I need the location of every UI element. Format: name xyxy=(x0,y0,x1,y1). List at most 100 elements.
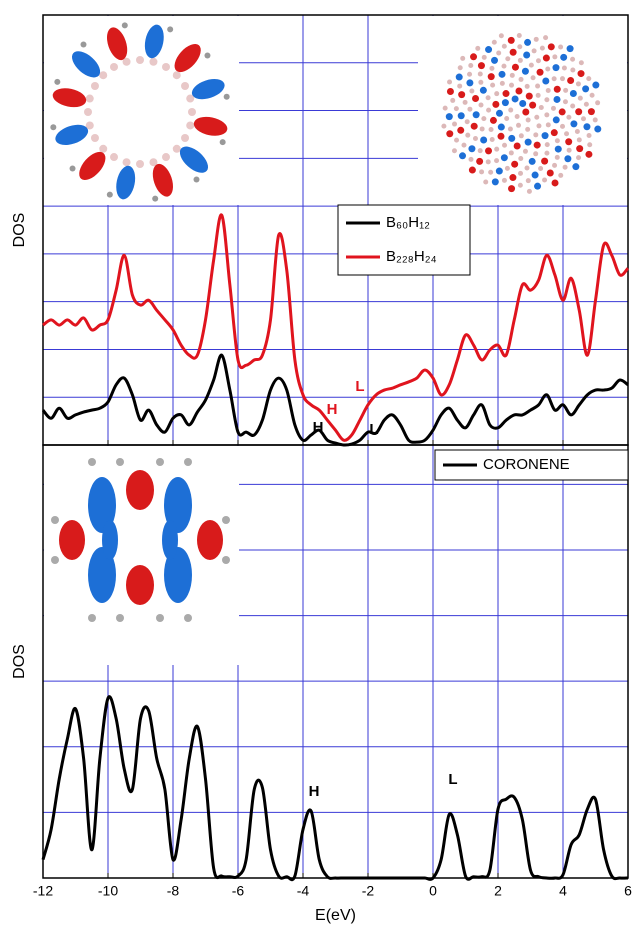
network-atom xyxy=(481,54,487,60)
network-atom xyxy=(524,38,532,46)
dos-line xyxy=(42,213,630,442)
network-atom xyxy=(485,95,491,101)
network-atom xyxy=(534,182,542,190)
network-atom xyxy=(550,129,558,137)
network-atom xyxy=(587,142,593,148)
network-atom xyxy=(461,142,467,148)
network-atom xyxy=(494,146,500,152)
network-atom xyxy=(457,65,463,71)
network-atom xyxy=(468,145,476,153)
network-atom xyxy=(465,132,471,138)
network-atom xyxy=(468,156,474,162)
network-atom xyxy=(459,152,467,160)
network-atom xyxy=(501,99,509,107)
orbital-lobe xyxy=(193,116,228,136)
orbital-lobe xyxy=(79,151,106,181)
network-atom xyxy=(545,88,551,94)
network-atom xyxy=(546,169,554,177)
network-atom xyxy=(468,63,474,69)
network-atom xyxy=(491,56,499,64)
network-atom xyxy=(558,172,564,178)
network-atom xyxy=(478,102,484,108)
network-atom xyxy=(498,70,506,78)
orbital-lobe xyxy=(107,27,128,61)
x-tick-label: 6 xyxy=(624,883,632,899)
network-atom xyxy=(521,67,529,75)
network-atom xyxy=(524,83,530,89)
legend-label: CORONENE xyxy=(483,456,570,473)
h-atom xyxy=(106,191,113,198)
network-atom xyxy=(508,150,514,156)
network-atom xyxy=(491,178,499,186)
network-atom xyxy=(578,60,584,66)
network-atom xyxy=(552,116,560,124)
h-atom xyxy=(184,614,192,622)
orbital-lobe xyxy=(88,477,116,533)
orbital-lobe xyxy=(164,547,192,603)
network-atom xyxy=(542,54,550,62)
network-atom xyxy=(478,79,484,85)
atom xyxy=(172,71,181,80)
network-atom xyxy=(576,137,582,143)
network-atom xyxy=(511,160,519,168)
network-atom xyxy=(536,123,542,129)
network-atom xyxy=(577,70,585,78)
network-atom xyxy=(486,107,492,113)
network-atom xyxy=(446,87,454,95)
network-atom xyxy=(536,68,544,76)
h-atom xyxy=(69,165,76,172)
network-atom xyxy=(472,94,480,102)
network-atom xyxy=(519,100,527,108)
network-atom xyxy=(477,148,483,154)
network-atom xyxy=(457,83,463,89)
network-atom xyxy=(500,154,508,162)
network-atom xyxy=(466,79,474,87)
network-atom xyxy=(495,167,503,175)
atom xyxy=(186,121,195,130)
network-atom xyxy=(518,76,524,82)
network-atom xyxy=(585,150,593,158)
network-atom xyxy=(523,51,531,59)
network-atom xyxy=(574,129,580,135)
network-atom xyxy=(529,101,537,109)
atom xyxy=(90,134,99,142)
atom xyxy=(172,144,181,153)
network-atom xyxy=(553,85,561,93)
network-atom xyxy=(575,108,583,116)
network-atom xyxy=(564,131,570,137)
network-atom xyxy=(462,99,468,105)
network-atom xyxy=(472,111,480,119)
network-atom xyxy=(485,46,493,54)
atom xyxy=(186,94,195,103)
network-atom xyxy=(455,73,463,81)
h-atom xyxy=(222,556,230,564)
network-atom xyxy=(502,90,510,98)
orbital-lobe xyxy=(144,24,164,59)
network-atom xyxy=(509,174,517,182)
network-atom xyxy=(576,155,582,161)
network-atom xyxy=(457,112,465,120)
network-atom xyxy=(497,132,505,140)
atom xyxy=(110,153,118,162)
network-atom xyxy=(558,108,566,116)
orbital-lobe xyxy=(88,547,116,603)
atom xyxy=(188,108,196,116)
network-atom xyxy=(454,137,460,143)
network-atom xyxy=(442,105,448,111)
network-atom xyxy=(592,117,598,123)
x-tick-label: -4 xyxy=(297,883,310,899)
network-atom xyxy=(469,88,475,94)
annotation: H xyxy=(313,419,324,436)
network-atom xyxy=(572,163,580,171)
network-atom xyxy=(509,72,515,78)
network-atom xyxy=(452,121,458,127)
orbital-lobe xyxy=(152,163,173,197)
network-atom xyxy=(595,100,601,106)
h-atom xyxy=(116,614,124,622)
image-box xyxy=(44,16,239,205)
molecule-images xyxy=(44,16,627,665)
network-atom xyxy=(570,56,576,62)
network-atom xyxy=(518,133,524,139)
network-atom xyxy=(531,171,539,179)
